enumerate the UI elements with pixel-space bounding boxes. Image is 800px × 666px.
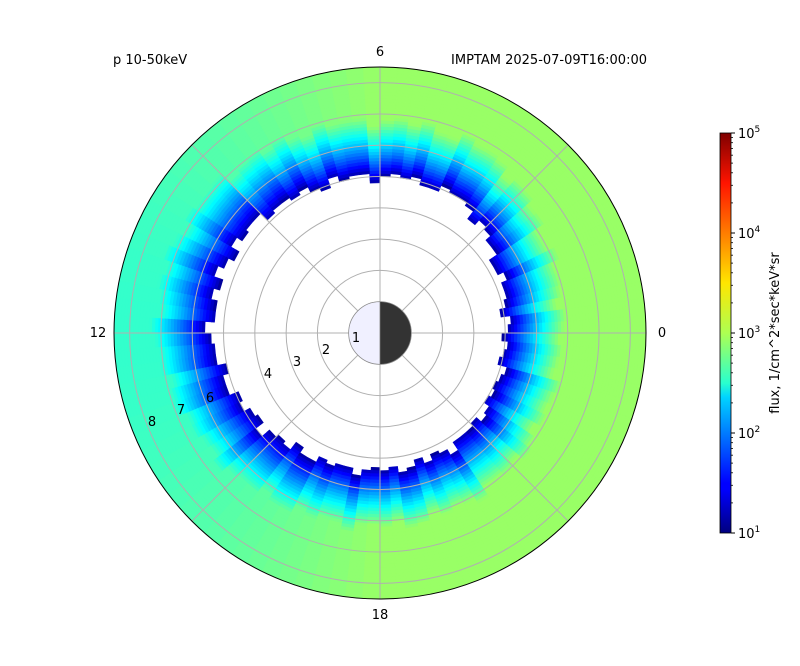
colorbar-tick-label: 101 [738,525,760,542]
earth-symbol [348,301,412,365]
mlt-tick-6: 6 [376,45,384,60]
polar-grid [114,67,646,599]
colorbar-tick-label: 103 [738,325,760,342]
mlt-tick-12: 12 [90,326,107,341]
earth-nightside [379,301,412,365]
earth-dayside [348,301,381,365]
colorbar-tick-label: 104 [738,225,761,242]
radial-tick-2: 2 [322,343,330,358]
colorbar-label: flux, 1/cm^2*sec*keV*sr [768,252,783,414]
colorbar-tick-label: 105 [738,125,760,142]
plot-outer-border [113,66,647,600]
radial-tick-3: 3 [293,355,301,370]
radial-tick-6: 6 [206,391,214,406]
flux-heatmap [113,66,647,600]
plot-title-left: p 10-50keV [113,53,187,68]
radial-tick-7: 7 [177,403,185,418]
mlt-tick-0: 0 [658,326,666,341]
colorbar-ticks: 101 102 103 104 105 [731,125,761,542]
angular-grid-line [191,332,381,522]
radial-tick-1: 1 [352,331,360,346]
radial-tick-8: 8 [148,415,156,430]
mlt-tick-18: 18 [372,608,389,623]
angular-grid-line [379,144,569,334]
plot-title-right: IMPTAM 2025-07-09T16:00:00 [451,53,647,68]
angular-grid-line [191,144,381,334]
radial-tick-4: 4 [264,367,272,382]
angular-grid-line [379,332,569,522]
colorbar [719,132,732,534]
colorbar-tick-label: 102 [738,425,760,442]
